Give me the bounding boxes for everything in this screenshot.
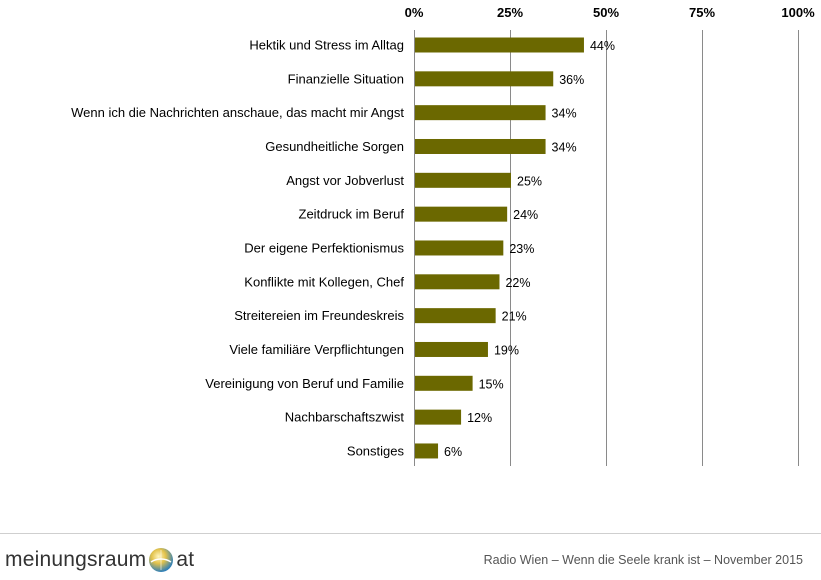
category-labels: Hektik und Stress im Alltag Finanzielle S…	[71, 38, 404, 459]
category-label: Angst vor Jobverlust	[286, 173, 404, 188]
data-label: 25%	[517, 174, 542, 188]
data-label: 19%	[494, 343, 519, 357]
data-label: 6%	[444, 445, 462, 459]
bar	[415, 375, 473, 391]
data-label: 34%	[552, 107, 577, 121]
bar	[415, 443, 439, 459]
bars	[415, 37, 584, 459]
category-label: Vereinigung von Beruf und Familie	[205, 376, 404, 391]
bar-chart: 0% 25% 50% 75% 100% Hektik und Stress im All…	[71, 5, 815, 466]
bar	[415, 409, 462, 425]
category-label: Nachbarschaftszwist	[285, 410, 405, 425]
x-tick-label: 25%	[497, 5, 523, 20]
logo-text-right: at	[176, 548, 195, 571]
category-label: Zeitdruck im Beruf	[299, 207, 405, 222]
x-axis-tick-labels: 0% 25% 50% 75% 100%	[405, 5, 815, 20]
data-label: 12%	[467, 411, 492, 425]
category-label: Gesundheitliche Sorgen	[265, 139, 404, 154]
x-tick-label: 50%	[593, 5, 619, 20]
x-tick-label: 100%	[781, 5, 815, 20]
category-label: Finanzielle Situation	[288, 71, 404, 86]
data-label: 34%	[552, 140, 577, 154]
bar	[415, 206, 508, 222]
globe-icon	[149, 548, 174, 572]
bar	[415, 105, 546, 121]
bar	[415, 172, 511, 188]
logo-text-left: meinungsraum	[5, 548, 147, 571]
bar	[415, 274, 500, 290]
category-label: Der eigene Perfektionismus	[244, 240, 404, 255]
category-label: Konflikte mit Kollegen, Chef	[244, 274, 404, 289]
data-label: 23%	[509, 242, 534, 256]
footer-caption: Radio Wien – Wenn die Seele krank ist – …	[483, 553, 803, 567]
bar	[415, 341, 488, 357]
data-label: 22%	[505, 276, 530, 290]
bar	[415, 240, 504, 256]
category-label: Viele familiäre Verpflichtungen	[229, 342, 404, 357]
bar	[415, 71, 554, 87]
x-tick-label: 75%	[689, 5, 715, 20]
bar	[415, 308, 496, 324]
bar	[415, 37, 584, 53]
data-label: 36%	[559, 73, 584, 87]
grid-lines	[414, 30, 799, 466]
bar	[415, 138, 546, 154]
category-label: Wenn ich die Nachrichten anschaue, das m…	[71, 105, 404, 120]
category-label: Hektik und Stress im Alltag	[249, 38, 404, 53]
data-label: 24%	[513, 208, 538, 222]
meinungsraum-logo: meinungsraum at	[5, 544, 194, 576]
category-label: Streitereien im Freundeskreis	[234, 308, 404, 323]
data-label: 15%	[479, 377, 504, 391]
data-label: 21%	[502, 310, 527, 324]
footer-divider	[0, 533, 821, 534]
x-tick-label: 0%	[405, 5, 424, 20]
value-labels: 44% 36% 34% 34% 25% 24% 23% 22% 21% 19% 15% 12% 6%	[444, 39, 615, 459]
data-label: 44%	[590, 39, 615, 53]
category-label: Sonstiges	[347, 443, 405, 458]
